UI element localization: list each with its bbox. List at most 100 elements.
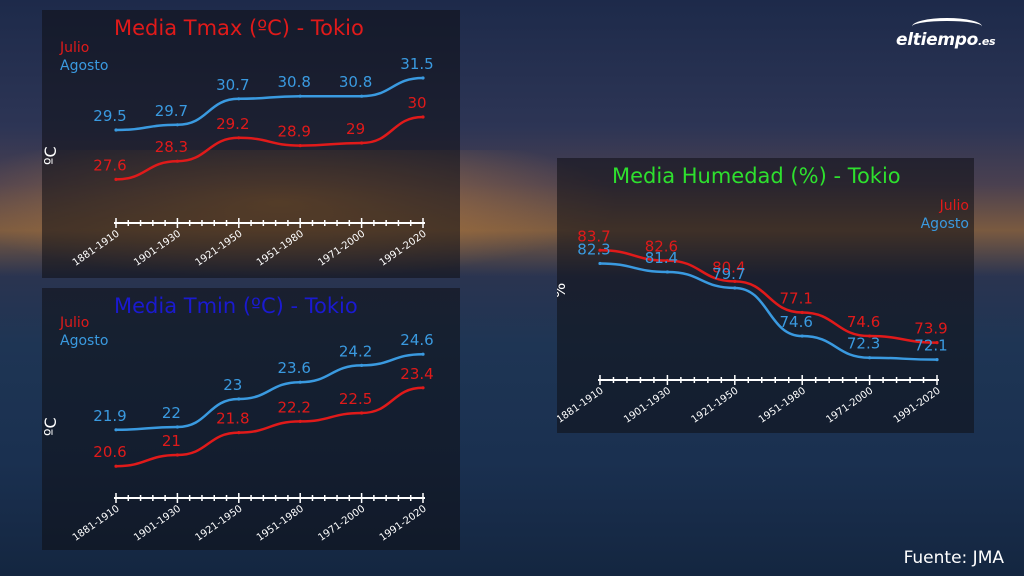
tmax-data-label-julio: 28.9 bbox=[277, 123, 310, 141]
tmin-point-agosto bbox=[421, 352, 425, 356]
tmin-point-agosto bbox=[298, 380, 302, 384]
tmax-tick-label: 1921-1950 bbox=[194, 228, 245, 268]
tmin-tick-label: 1991-2020 bbox=[378, 503, 429, 543]
tmin-legend-agosto: Agosto bbox=[60, 333, 108, 349]
tmax-tick-label: 1901-1930 bbox=[132, 228, 183, 268]
tmax-chart-title: Media Tmax (ºC) - Tokio bbox=[114, 16, 364, 40]
hum-point-agosto bbox=[800, 334, 804, 338]
hum-point-julio bbox=[665, 259, 669, 263]
tmax-data-label-agosto: 31.5 bbox=[400, 55, 433, 73]
hum-point-agosto bbox=[598, 261, 602, 266]
tmin-data-label-julio: 20.6 bbox=[93, 443, 126, 461]
hum-data-label-agosto: 72.1 bbox=[914, 337, 947, 355]
hum-y-axis-label: % bbox=[557, 283, 569, 298]
tmin-legend-julio: Julio bbox=[59, 315, 89, 331]
humidity-chart: Media Humedad (%) - Tokio Julio Agosto% 188… bbox=[557, 164, 969, 426]
tmin-data-label-agosto: 24.6 bbox=[400, 331, 433, 349]
tmax-tick-label: 1951-1980 bbox=[255, 228, 306, 268]
tmin-line-agosto bbox=[115, 352, 424, 432]
tmin-point-agosto bbox=[237, 397, 241, 401]
tmin-data-label-agosto: 23.6 bbox=[277, 359, 310, 377]
tmax-point-agosto bbox=[175, 123, 179, 127]
tmax-line-julio bbox=[115, 115, 424, 181]
tmax-point-julio bbox=[421, 115, 425, 119]
tmin-point-agosto bbox=[114, 428, 118, 432]
hum-data-label-julio: 82.6 bbox=[645, 238, 678, 256]
tmax-point-julio bbox=[175, 159, 179, 163]
hum-line-agosto bbox=[599, 262, 938, 361]
tmin-tick-label: 1901-1930 bbox=[132, 503, 183, 543]
tmax-data-label-julio: 28.3 bbox=[155, 138, 188, 156]
tmin-tick-label: 1971-2000 bbox=[316, 503, 367, 543]
tmin-point-agosto bbox=[175, 425, 179, 429]
tmin-chart-panel: Media Tmin (ºC) - Tokio Julio Agosto ºC 1881… bbox=[42, 288, 460, 550]
tmin-point-julio bbox=[237, 431, 241, 435]
tmax-legend-julio: Julio bbox=[59, 40, 89, 56]
tmin-y-axis-label: ºC bbox=[42, 417, 60, 436]
hum-point-agosto bbox=[733, 286, 737, 290]
hum-point-agosto bbox=[868, 356, 872, 360]
hum-data-label-agosto: 81.4 bbox=[645, 249, 678, 267]
hum-point-julio bbox=[935, 341, 939, 345]
tmax-data-label-agosto: 29.5 bbox=[93, 107, 126, 125]
tmin-data-label-julio: 22.2 bbox=[277, 398, 310, 416]
logo-cloud-icon bbox=[912, 18, 982, 35]
tmax-chart: Media Tmax (ºC) - Tokio Julio Agosto ºC 1881… bbox=[42, 16, 434, 269]
hum-point-julio bbox=[733, 279, 737, 283]
tmin-line-julio bbox=[115, 386, 424, 468]
tmax-point-julio bbox=[237, 136, 241, 140]
tmin-point-julio bbox=[360, 411, 364, 415]
tmin-tick-label: 1881-1910 bbox=[71, 503, 122, 543]
hum-data-label-julio: 74.6 bbox=[847, 313, 880, 331]
tmax-tick-label: 1881-1910 bbox=[71, 228, 122, 268]
hum-data-label-julio: 83.7 bbox=[577, 227, 610, 245]
tmax-point-julio bbox=[298, 144, 302, 148]
tmin-data-label-agosto: 22 bbox=[162, 404, 181, 422]
tmin-point-julio bbox=[298, 419, 302, 423]
tmax-chart-panel: Media Tmax (ºC) - Tokio Julio Agosto ºC 1881… bbox=[42, 10, 460, 278]
tmin-point-julio bbox=[114, 464, 118, 468]
tmax-data-label-agosto: 30.7 bbox=[216, 76, 249, 94]
tmax-data-label-agosto: 29.7 bbox=[155, 102, 188, 120]
tmax-data-label-julio: 29 bbox=[346, 120, 365, 138]
eltiempo-logo: eltiempo.es bbox=[896, 30, 996, 50]
tmax-data-label-agosto: 30.8 bbox=[339, 73, 372, 91]
humidity-chart-panel: Media Humedad (%) - Tokio Julio Agosto% 188… bbox=[557, 158, 974, 433]
hum-data-label-julio: 77.1 bbox=[779, 289, 812, 307]
tmin-data-label-julio: 21.8 bbox=[216, 410, 249, 428]
hum-tick-label: 1901-1930 bbox=[622, 385, 673, 425]
hum-legend-agosto: Agosto bbox=[921, 216, 969, 232]
tmax-data-label-julio: 27.6 bbox=[93, 156, 126, 174]
hum-data-label-agosto: 74.6 bbox=[779, 313, 812, 331]
tmax-data-label-julio: 29.2 bbox=[216, 115, 249, 133]
tmin-tick-label: 1921-1950 bbox=[194, 503, 245, 543]
tmax-point-julio bbox=[360, 141, 364, 145]
hum-line-julio bbox=[599, 249, 938, 344]
hum-tick-label: 1881-1910 bbox=[557, 385, 606, 425]
logo-domain: .es bbox=[978, 35, 996, 48]
hum-point-julio bbox=[868, 334, 872, 338]
tmin-point-agosto bbox=[360, 363, 364, 367]
hum-legend-julio: Julio bbox=[939, 198, 969, 214]
hum-data-label-julio: 73.9 bbox=[914, 320, 947, 338]
tmin-chart: Media Tmin (ºC) - Tokio Julio Agosto ºC 1881… bbox=[42, 294, 434, 544]
tmax-point-agosto bbox=[421, 76, 425, 80]
tmin-tick-label: 1951-1980 bbox=[255, 503, 306, 543]
hum-tick-label: 1951-1980 bbox=[757, 385, 808, 425]
tmax-line-agosto bbox=[115, 76, 424, 132]
tmin-data-label-julio: 22.5 bbox=[339, 390, 372, 408]
hum-tick-label: 1991-2020 bbox=[892, 385, 943, 425]
tmin-chart-title: Media Tmin (ºC) - Tokio bbox=[114, 294, 358, 318]
hum-data-label-agosto: 72.3 bbox=[847, 335, 880, 353]
tmin-point-julio bbox=[421, 386, 425, 390]
tmax-point-agosto bbox=[298, 94, 302, 98]
tmin-point-julio bbox=[175, 453, 179, 457]
tmax-tick-label: 1971-2000 bbox=[316, 228, 367, 268]
tmax-point-agosto bbox=[114, 128, 118, 132]
tmin-data-label-julio: 23.4 bbox=[400, 365, 433, 383]
tmin-data-label-julio: 21 bbox=[162, 432, 181, 450]
hum-tick-label: 1921-1950 bbox=[690, 385, 741, 425]
tmin-data-label-agosto: 21.9 bbox=[93, 407, 126, 425]
tmax-data-label-agosto: 30.8 bbox=[277, 73, 310, 91]
hum-point-julio bbox=[800, 310, 804, 315]
